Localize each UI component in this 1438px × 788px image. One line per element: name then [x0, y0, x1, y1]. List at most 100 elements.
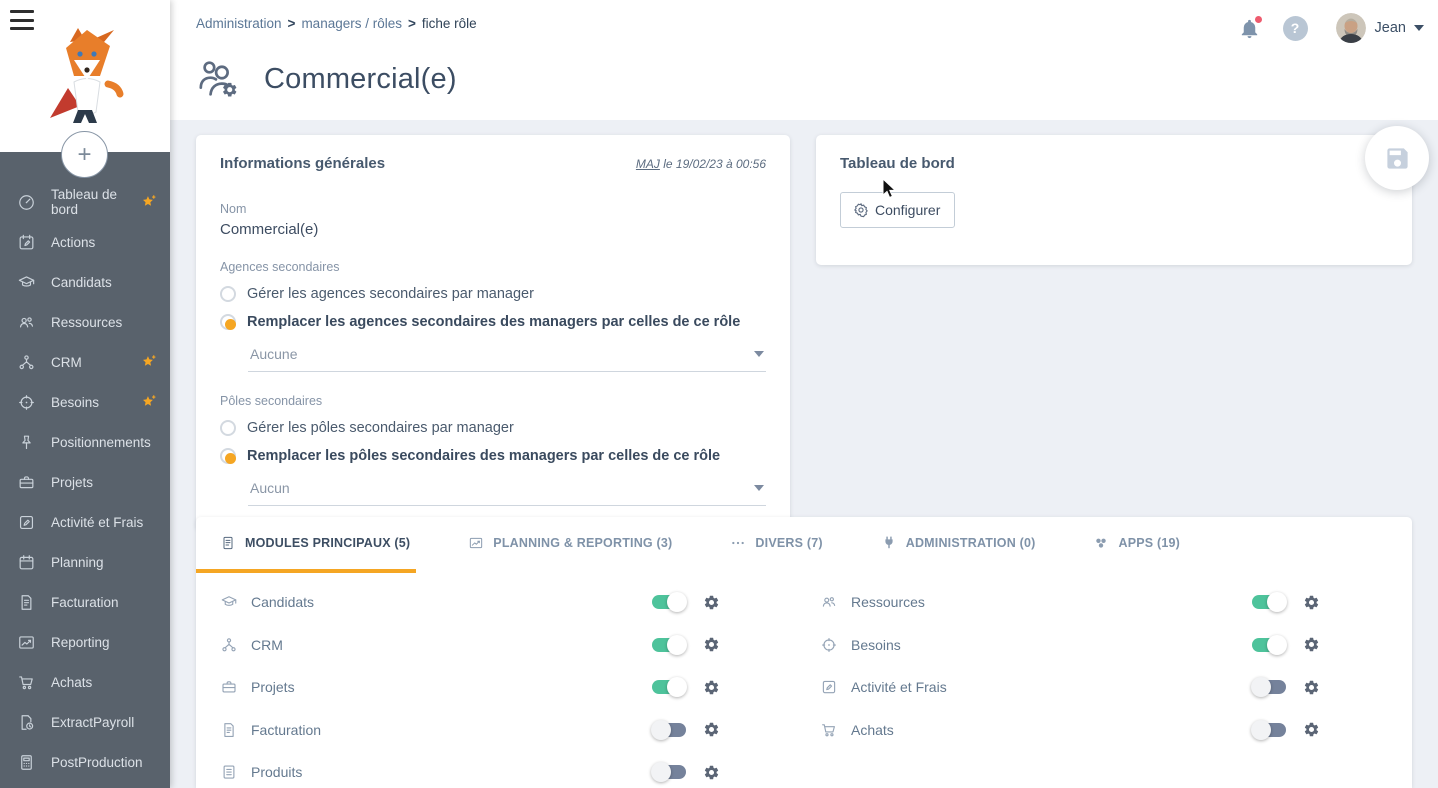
- sparkle-star-icon: [143, 195, 156, 206]
- poles-option-replace[interactable]: Remplacer les pôles secondaires des mana…: [220, 448, 766, 464]
- save-button[interactable]: [1365, 126, 1429, 190]
- gear-solid-icon: [1304, 722, 1319, 737]
- gauge-icon: [19, 194, 34, 210]
- sidebar-item-label: Facturation: [51, 594, 119, 610]
- module-row-ressources: Ressources: [820, 581, 1320, 624]
- radio-unchecked-icon[interactable]: [220, 420, 236, 436]
- module-icon-wrap: [220, 763, 238, 781]
- module-icon-wrap: [820, 636, 838, 654]
- sidebar-item-label: Ressources: [51, 314, 123, 330]
- configure-button[interactable]: Configurer: [840, 192, 956, 228]
- module-settings-button[interactable]: [703, 594, 720, 611]
- tab-divers-7[interactable]: DIVERS (7): [724, 517, 828, 573]
- radio-checked-icon[interactable]: [220, 314, 236, 330]
- select-caret-icon: [754, 351, 764, 357]
- sidebar-item-projets[interactable]: Projets: [0, 462, 170, 502]
- sidebar-item-achats[interactable]: Achats: [0, 662, 170, 702]
- sidebar-item-candidats[interactable]: Candidats: [0, 262, 170, 302]
- module-row-achats: Achats: [820, 709, 1320, 752]
- sidebar-item-label: Tableau de bord: [51, 187, 118, 217]
- module-toggle[interactable]: [651, 592, 687, 613]
- breadcrumb-item-administration[interactable]: Administration: [196, 16, 282, 31]
- module-settings-button[interactable]: [703, 721, 720, 738]
- tab-administration-0[interactable]: ADMINISTRATION (0): [875, 517, 1042, 573]
- name-field-label: Nom: [220, 202, 247, 216]
- user-name[interactable]: Jean: [1374, 20, 1406, 36]
- tab-apps-19[interactable]: APPS (19): [1087, 517, 1186, 573]
- sidebar-item-reporting[interactable]: Reporting: [0, 622, 170, 662]
- module-label: Produits: [251, 764, 303, 781]
- module-row-facturation: Facturation: [220, 709, 720, 752]
- breadcrumb-separator: >: [287, 16, 296, 31]
- dashboard-card: Tableau de bord Configurer: [816, 135, 1412, 265]
- module-toggle[interactable]: [1251, 592, 1287, 613]
- module-toggle[interactable]: [651, 719, 687, 740]
- radio-unchecked-icon[interactable]: [220, 286, 236, 302]
- module-toggle[interactable]: [1251, 677, 1287, 698]
- module-settings-button[interactable]: [703, 679, 720, 696]
- module-settings-button[interactable]: [1303, 679, 1320, 696]
- apps-icon: [1096, 538, 1107, 548]
- user-menu-caret-icon[interactable]: [1414, 25, 1424, 31]
- breadcrumb-item-managers-roles[interactable]: managers / rôles: [301, 16, 402, 31]
- sidebar-item-tableau-de-bord[interactable]: Tableau de bord: [0, 182, 170, 222]
- premium-sparkle-icon: [140, 193, 158, 211]
- edit-square-icon: [19, 515, 34, 529]
- people-icon: [822, 597, 836, 607]
- notifications-bell-icon[interactable]: [1238, 14, 1263, 40]
- sidebar-item-besoins[interactable]: Besoins: [0, 382, 170, 422]
- sidebar-item-label: Planning: [51, 554, 104, 570]
- sidebar-item-activite-et-frais[interactable]: Activité et Frais: [0, 502, 170, 542]
- module-toggle[interactable]: [1251, 719, 1287, 740]
- sidebar-item-crm[interactable]: CRM: [0, 342, 170, 382]
- cart-icon: [19, 675, 33, 689]
- sidebar-item-extractpayroll[interactable]: ExtractPayroll: [0, 702, 170, 742]
- sidebar-item-label: PostProduction: [51, 754, 143, 770]
- user-avatar[interactable]: [1335, 13, 1366, 43]
- poles-option-manage[interactable]: Gérer les pôles secondaires par manager: [220, 420, 766, 436]
- module-settings-button[interactable]: [1303, 721, 1320, 738]
- module-toggle[interactable]: [1251, 634, 1287, 655]
- module-toggle[interactable]: [651, 634, 687, 655]
- module-toggle[interactable]: [651, 677, 687, 698]
- gear-solid-icon: [1304, 595, 1319, 610]
- agences-option-manage[interactable]: Gérer les agences secondaires par manage…: [220, 286, 766, 302]
- radio-checked-icon[interactable]: [220, 448, 236, 464]
- breadcrumb-item-fiche-role: fiche rôle: [421, 16, 477, 31]
- page-title: Commercial(e): [264, 62, 457, 95]
- poles-select[interactable]: Aucun: [248, 478, 766, 506]
- sidebar-item-positionnements[interactable]: Positionnements: [0, 422, 170, 462]
- plug-icon: [885, 536, 893, 549]
- module-settings-button[interactable]: [703, 636, 720, 653]
- module-label: Activité et Frais: [851, 679, 947, 696]
- module-toggle[interactable]: [651, 762, 687, 783]
- module-settings-button[interactable]: [1303, 636, 1320, 653]
- sidebar-item-label: ExtractPayroll: [51, 714, 135, 730]
- module-icon-wrap: [220, 721, 238, 739]
- select-caret-icon: [754, 485, 764, 491]
- tab-planning-reporting-3[interactable]: PLANNING & REPORTING (3): [462, 517, 678, 573]
- module-settings-button[interactable]: [703, 764, 720, 781]
- modules-card: MODULES PRINCIPAUX (5) PLANNING & REPORTI…: [196, 517, 1412, 788]
- gear-solid-icon: [1304, 637, 1319, 652]
- sidebar-item-postproduction[interactable]: PostProduction: [0, 742, 170, 782]
- graduation-cap-icon: [221, 596, 237, 607]
- sidebar-item-planning[interactable]: Planning: [0, 542, 170, 582]
- module-label: Achats: [851, 721, 894, 738]
- hamburger-menu-icon[interactable]: [10, 10, 34, 30]
- sidebar-item-actions[interactable]: Actions: [0, 222, 170, 262]
- sidebar-item-facturation[interactable]: Facturation: [0, 582, 170, 622]
- people-icon: [19, 316, 34, 327]
- help-icon[interactable]: ?: [1282, 15, 1308, 41]
- tab-modules-principaux-5[interactable]: MODULES PRINCIPAUX (5): [196, 517, 417, 573]
- pin-icon: [22, 435, 31, 449]
- invoice-icon: [21, 594, 32, 610]
- sidebar-item-ressources[interactable]: Ressources: [0, 302, 170, 342]
- agences-select[interactable]: Aucune: [248, 344, 766, 372]
- module-label: Besoins: [851, 636, 901, 653]
- module-settings-button[interactable]: [1303, 594, 1320, 611]
- name-field-value[interactable]: Commercial(e): [220, 221, 319, 238]
- agences-option-replace[interactable]: Remplacer les agences secondaires des ma…: [220, 314, 766, 330]
- sidebar-add-button[interactable]: +: [61, 131, 108, 178]
- topbar: Administration > managers / rôles > fiche rô…: [170, 0, 1438, 120]
